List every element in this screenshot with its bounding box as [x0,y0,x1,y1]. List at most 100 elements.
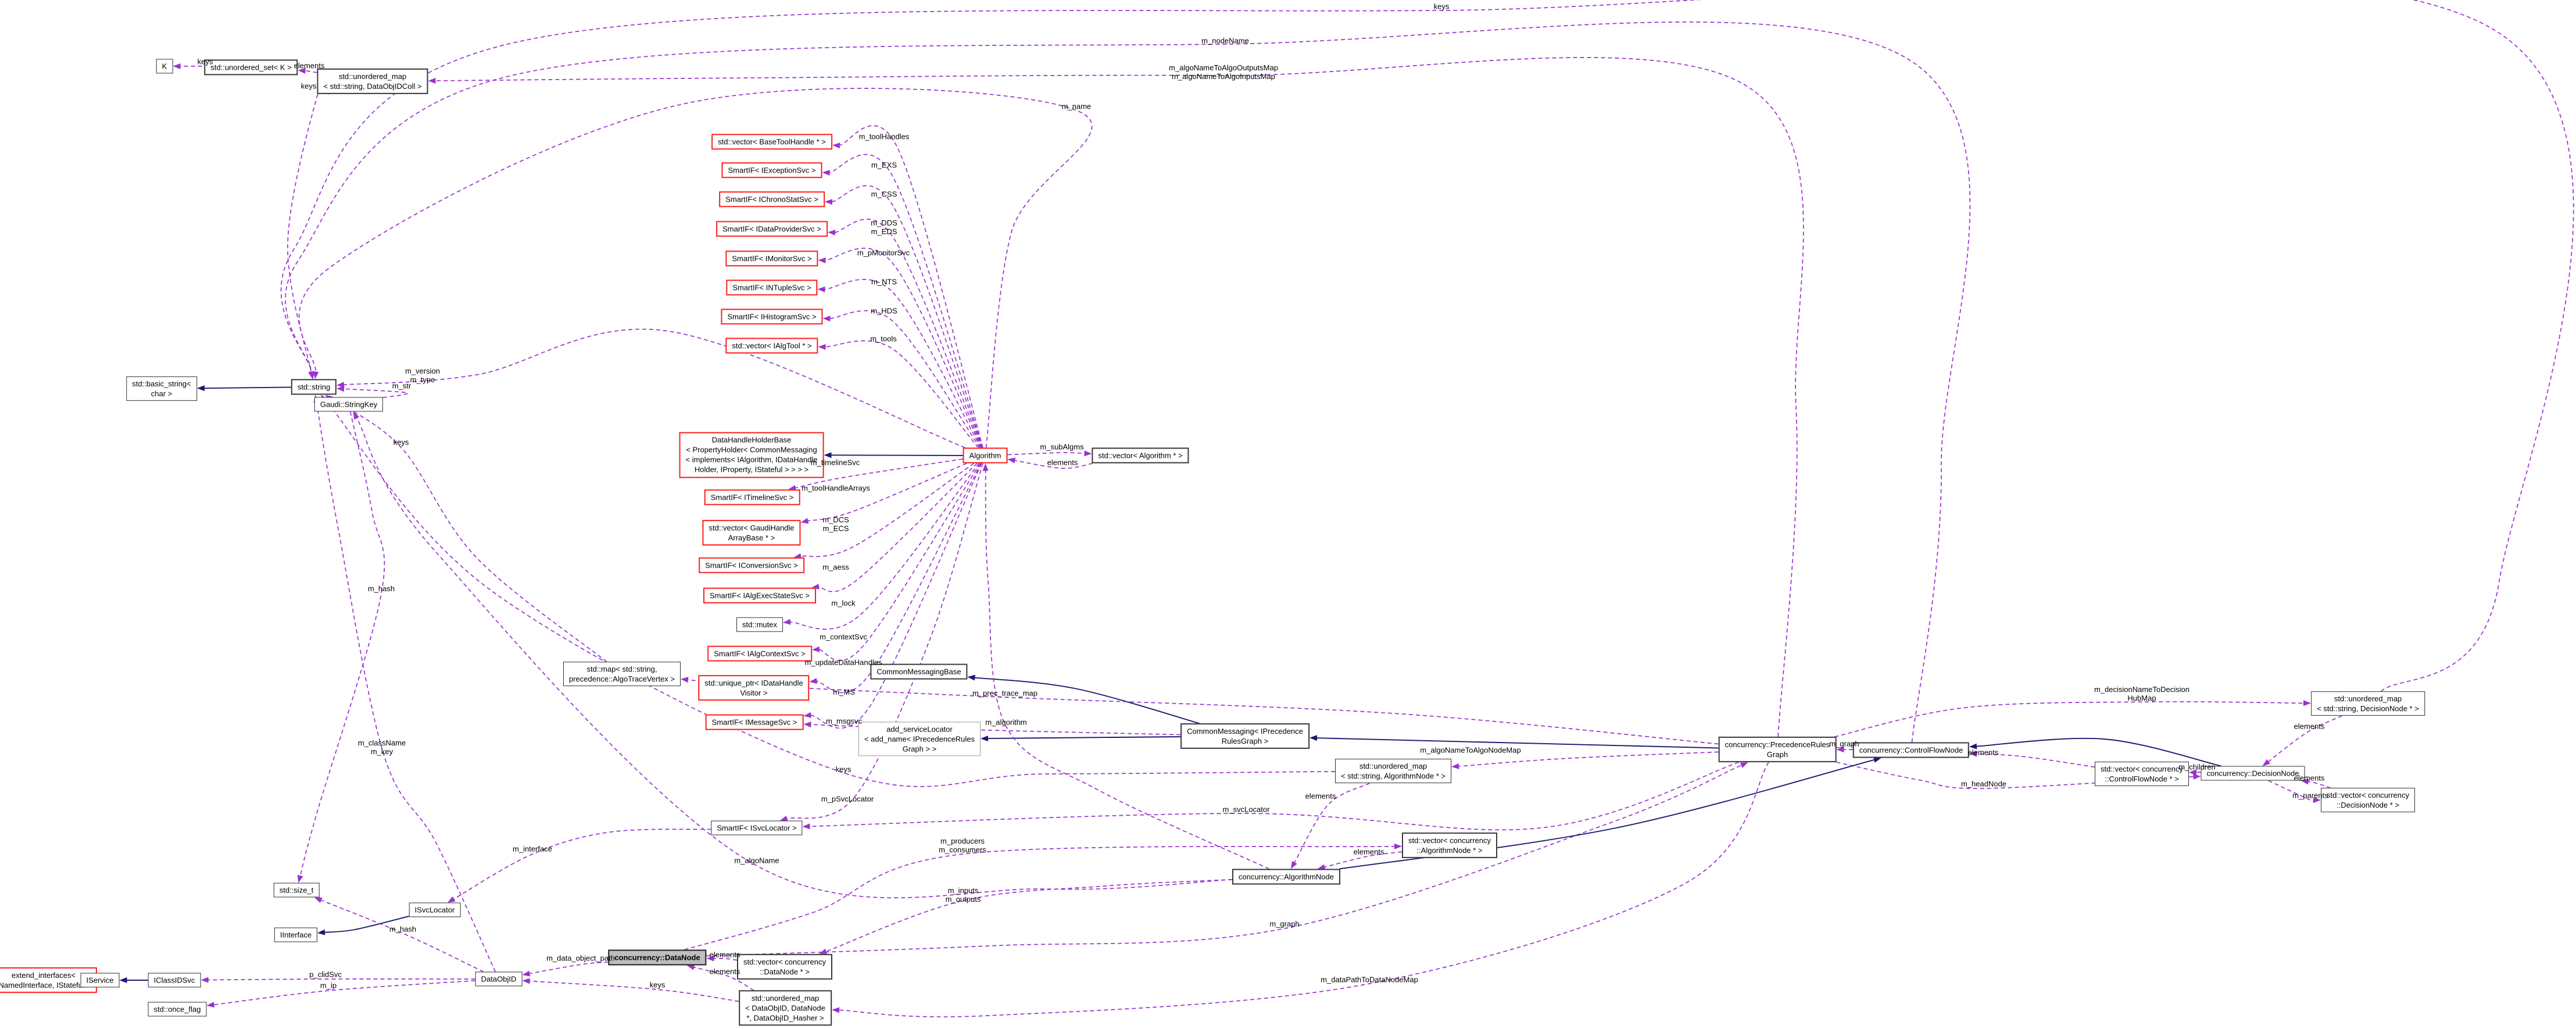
edge-algorithm-to-smartif_messagesvc [810,463,982,729]
edge-label-m_nodeName: m_nodeName [1201,36,1249,45]
node-stringkey[interactable]: Gaudi::StringKey [314,397,384,412]
edge-label-m_subAlgms: m_subAlgms [1040,442,1084,451]
node-size_t[interactable]: std::size_t [273,883,320,898]
edge-label-elements: elements [294,61,325,70]
node-iclassidsvc[interactable]: IClassIDSvc [148,973,201,988]
node-smartif_algcontextsvc[interactable]: SmartIF< IAlgContextSvc > [707,646,812,662]
arrowhead-stringkey-to-size_t [297,874,303,883]
node-smartif_dataprovidersvc[interactable]: SmartIF< IDataProviderSvc > [716,221,828,237]
node-vec_ialgtool[interactable]: std::vector< IAlgTool * > [725,338,818,354]
node-smartif_histogramsvc[interactable]: SmartIF< IHistogramSvc > [721,309,823,325]
node-smartif_timelinesvc[interactable]: SmartIF< ITimelineSvc > [704,489,800,505]
node-smartif_messagesvc[interactable]: SmartIF< IMessageSvc > [705,714,804,730]
node-cfn[interactable]: concurrency::ControlFlowNode [1852,742,1970,758]
edge-label-m_inputs: m_inputs m_outputs [945,886,981,903]
edge-algonode-to-vec_datanode [825,879,1233,952]
node-decisionnode[interactable]: concurrency::DecisionNode [2201,766,2305,781]
edge-dataobjid-to-std_string [316,401,496,972]
node-vec_basetoolhandle[interactable]: std::vector< BaseToolHandle * > [711,134,832,150]
edge-algorithm-to-vec_gaudihandle [807,462,967,522]
node-map_str_algonode[interactable]: std::unordered_map < std::string, Algori… [1335,758,1451,784]
edge-label-m_pMonitorSvc: m_pMonitorSvc [857,248,910,257]
arrowhead-cm_iprg-to-cmb [967,675,975,681]
node-add_svclocator[interactable]: add_serviceLocator < add_name< IPreceden… [858,722,981,756]
edge-algorithm-to-uptr_dhv [815,463,982,694]
arrowhead-map_str_dataobjidcoll-to-set_k [298,67,306,74]
edge-label-m_contextSvc: m_contextSvc [820,632,867,641]
arrowhead-algorithm-to-smartif_algcontextsvc [812,646,820,652]
node-smartif_isvclocator[interactable]: SmartIF< ISvcLocator > [711,820,803,836]
edge-algorithm-to-smartif_algexecstatesvc [817,462,978,593]
arrowhead-vec_algonode-to-algonode [1317,864,1326,870]
edge-label-m_EXS: m_EXS [871,160,897,170]
edge-algorithm-to-smartif_conversionsvc [800,462,975,557]
node-uptr_dhv[interactable]: std::unique_ptr< IDataHandle Visitor > [698,675,810,701]
node-std_mutex[interactable]: std::mutex [736,617,783,632]
arrowhead-vec_algorithm-to-algorithm [1007,457,1016,464]
node-map_str_dataobjidcoll[interactable]: std::unordered_map < std::string, DataOb… [317,68,428,95]
node-algorithm[interactable]: Algorithm [963,447,1008,464]
arrowhead-cfn-to-std_string [309,371,315,379]
node-datanode[interactable]: concurrency::DataNode [608,949,707,966]
arrowhead-iclassidsvc-to-iservice [119,977,127,983]
node-smartif_chronostatsvc[interactable]: SmartIF< IChronoStatSvc > [719,191,825,207]
node-vec_cfn[interactable]: std::vector< concurrency ::ControlFlowNo… [2095,761,2189,787]
node-smartif_monitorsvc[interactable]: SmartIF< IMonitorSvc > [725,250,818,267]
arrowhead-isvclocator-to-iinterface [317,929,325,935]
node-dhhb[interactable]: DataHandleHolderBase < PropertyHolder< C… [679,432,824,478]
edge-algorithm-to-smartif_monitorsvc [824,248,982,448]
edge-label-m_data_object_path: m_data_object_path [546,953,615,963]
node-dataobjid[interactable]: DataObjID [475,971,523,987]
node-algonode[interactable]: concurrency::AlgorithmNode [1232,869,1341,885]
node-vec_datanode[interactable]: std::vector< concurrency ::DataNode * > [737,953,832,980]
arrowhead-map_str_decisionnode-to-decisionnode [2262,759,2270,766]
arrowhead-prg-to-cm_iprg [1310,735,1318,741]
node-iservice[interactable]: IService [80,973,120,988]
node-smartif_conversionsvc[interactable]: SmartIF< IConversionSvc > [699,557,804,573]
edge-algorithm-to-smartif_exceptionsvc [828,154,983,448]
arrowhead-algorithm-to-vec_algorithm [1084,450,1092,457]
node-map_str_decisionnode[interactable]: std::unordered_map < std::string, Decisi… [2311,691,2425,716]
edge-datanode-to-dataobjid [528,961,609,974]
node-isvclocator[interactable]: ISvcLocator [409,902,461,917]
edge-isvclocator-to-iinterface [323,916,409,933]
edge-label-elements: elements [709,967,740,976]
edge-dataobjid-to-size_t [320,899,484,973]
node-std_string[interactable]: std::string [291,379,337,395]
node-prg[interactable]: concurrency::PrecedenceRules Graph [1718,736,1837,763]
arrowhead-cfn-to-prg [1836,747,1844,752]
node-vec_algonode[interactable]: std::vector< concurrency ::AlgorithmNode… [1402,832,1497,859]
node-basic_string[interactable]: std::basic_string< char > [126,376,197,401]
node-vec_algorithm[interactable]: std::vector< Algorithm * > [1092,447,1189,464]
node-smartif_ntuplesvc[interactable]: SmartIF< INTupleSvc > [726,279,818,296]
node-smartif_algexecstatesvc[interactable]: SmartIF< IAlgExecStateSvc > [703,587,816,604]
edge-label-m_decisionNameToDecision: m_decisionNameToDecision HubMap [2094,685,2190,702]
arrowhead-algorithm-to-smartif_ntuplesvc [817,286,825,293]
edge-label-m_CSS: m_CSS [871,189,897,199]
edge-label-keys: keys [300,81,317,91]
node-vec_gaudihandle[interactable]: std::vector< GaudiHandle ArrayBase * > [702,519,801,546]
node-iinterface[interactable]: IInterface [274,927,318,942]
edge-dataobjid-to-once_flag [213,980,475,1006]
arrowhead-map_datanode-to-datanode [686,965,695,970]
node-set_k[interactable]: std::unordered_set< K > [204,59,298,76]
node-smartif_exceptionsvc[interactable]: SmartIF< IExceptionSvc > [721,162,822,178]
arrowhead-vec_datanode-to-datanode [706,955,714,962]
node-cm_iprg[interactable]: CommonMessaging< IPrecedence RulesGraph … [1180,723,1310,750]
node-cmb[interactable]: CommonMessagingBase [870,664,968,680]
node-vec_decisionnode[interactable]: std::vector< concurrency ::DecisionNode … [2321,787,2415,813]
arrowhead-algorithm-to-smartif_exceptionsvc [822,170,830,176]
edge-algonode-to-algorithm [985,469,1270,870]
arrowhead-algorithm-to-smartif_chronostatsvc [825,199,833,205]
arrowhead-algorithm-to-std_mutex [783,619,791,625]
edge-label-elements: elements [1353,847,1384,856]
node-k[interactable]: K [156,59,173,74]
edge-map_datanode-to-dataobjid [528,980,739,1002]
edge-label-m_name: m_name [1061,102,1092,111]
node-map_algotrace[interactable]: std::map< std::string, precedence::AlgoT… [563,661,681,687]
node-map_datanode[interactable]: std::unordered_map < DataObjID, DataNode… [739,990,832,1026]
edge-label-m_hash: m_hash [367,584,395,593]
node-once_flag[interactable]: std::once_flag [148,1002,207,1017]
arrowhead-algonode-to-algorithm [982,463,989,471]
edge-algorithm-to-smartif_isvclocator [785,463,983,820]
